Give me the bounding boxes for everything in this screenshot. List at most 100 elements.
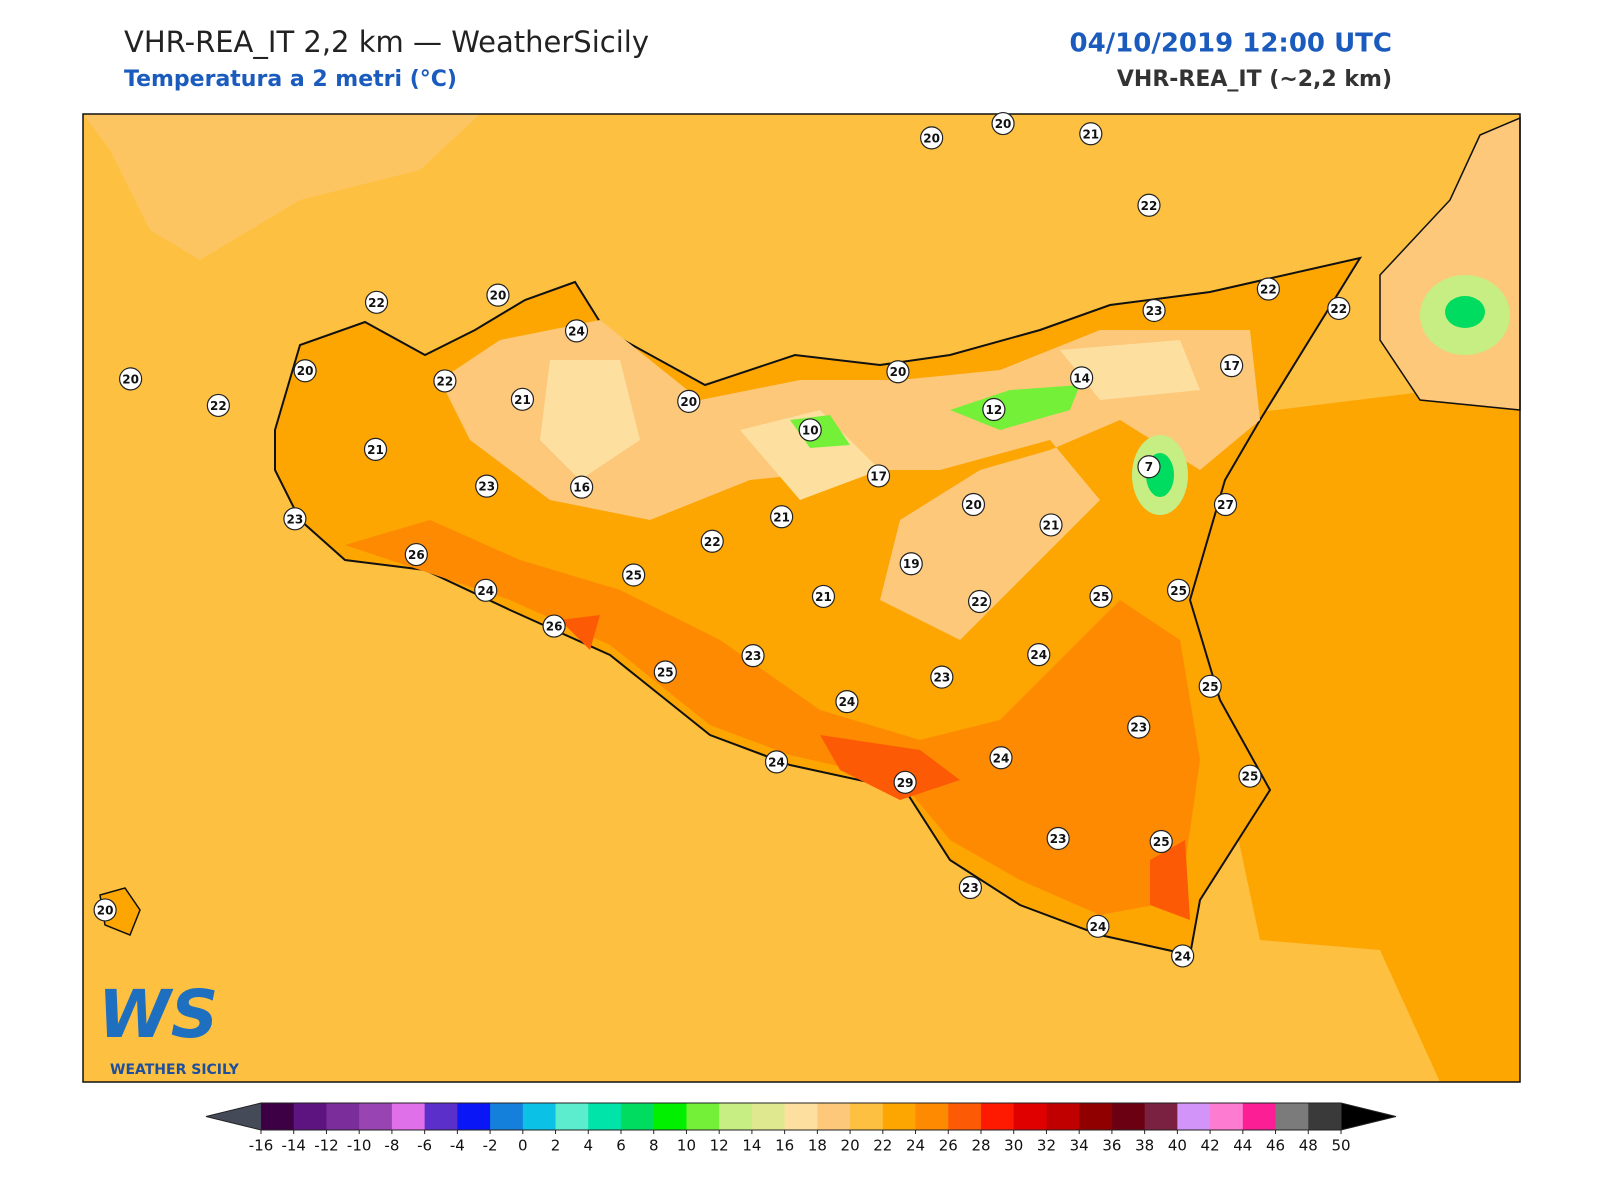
colorbar-cell	[293, 1103, 327, 1130]
colorbar-cell	[1079, 1103, 1113, 1130]
colorbar-tick-label: 42	[1201, 1137, 1220, 1155]
colorbar-cell	[882, 1103, 917, 1130]
colorbar-cell	[1308, 1103, 1342, 1130]
station-value: 27	[1217, 498, 1234, 512]
station-value: 24	[477, 584, 494, 598]
stations: 20 20 21 22 22 20 24 22 22 23 20 20 22 22 21 20 20 14 17 12…	[93, 111, 1351, 968]
station-value: 25	[1202, 680, 1219, 694]
colorbar-cell	[261, 1103, 295, 1130]
colorbar-cell	[1144, 1103, 1178, 1130]
station-value: 14	[1073, 371, 1090, 385]
colorbar-tick-label: 40	[1168, 1137, 1187, 1155]
station-marker	[1137, 455, 1161, 479]
station-marker	[1089, 584, 1113, 609]
station-marker	[764, 750, 789, 774]
station-marker	[920, 126, 944, 150]
colorbar-tick-label: 30	[1004, 1137, 1023, 1155]
station-marker	[1039, 513, 1063, 537]
station-marker	[835, 690, 859, 714]
station-marker	[1086, 914, 1110, 938]
station-marker	[967, 589, 992, 614]
station-value: 21	[815, 590, 832, 604]
station-marker	[119, 367, 143, 391]
colorbar-cell	[915, 1103, 949, 1130]
colorbar-tick-label: 4	[583, 1137, 593, 1155]
station-value: 24	[768, 755, 785, 769]
station-value: 7	[1145, 460, 1153, 474]
station-marker	[930, 665, 954, 689]
colorbar-tick-label: 46	[1266, 1137, 1285, 1155]
colorbar-cell	[391, 1103, 426, 1130]
colorbar-tick-label: 28	[971, 1137, 990, 1155]
subtitle: Temperatura a 2 metri (°C)	[124, 67, 457, 92]
colorbar-under	[206, 1103, 261, 1130]
station-value: 23	[287, 512, 304, 526]
colorbar-cell	[424, 1103, 458, 1130]
station-marker	[564, 319, 589, 343]
station-marker	[1171, 944, 1195, 968]
colorbar-tick-label: 44	[1233, 1137, 1252, 1155]
station-value: 23	[933, 671, 950, 685]
map-frame	[82, 113, 1521, 1083]
logo-name: WEATHER SICILY	[110, 1062, 240, 1078]
station-marker	[293, 359, 317, 383]
station-value: 22	[971, 595, 988, 609]
colorbar-tick-label: 22	[873, 1137, 892, 1155]
station-value: 22	[368, 296, 385, 310]
station-marker	[1079, 122, 1103, 146]
colorbar-tick-label: 50	[1331, 1137, 1350, 1155]
colorbar-tick-label: 18	[808, 1137, 827, 1155]
colorbar-cell	[555, 1103, 589, 1130]
station-value: 26	[546, 620, 563, 634]
colorbar-cell	[1013, 1103, 1047, 1130]
calabria-cold	[1445, 296, 1485, 328]
station-marker	[1166, 578, 1191, 602]
station-marker	[741, 644, 765, 668]
colorbar-tick-label: 12	[710, 1137, 729, 1155]
station-marker	[798, 418, 822, 442]
colorbar-cell	[621, 1103, 655, 1130]
station-value: 25	[1153, 835, 1170, 849]
station-value: 25	[1093, 590, 1110, 604]
colorbar-tick-label: 32	[1037, 1137, 1056, 1155]
colorbar-tick-label: 34	[1070, 1137, 1089, 1155]
station-marker	[866, 464, 891, 488]
station-marker	[893, 770, 917, 794]
station-marker	[1198, 674, 1222, 698]
map: WS WEATHER SICILY	[82, 113, 1521, 1083]
date: 04/10/2019 12:00 UTC	[1069, 29, 1392, 59]
colorbar-tick-label: 24	[906, 1137, 925, 1155]
colorbar-tick-label: 2	[551, 1137, 561, 1155]
colorbar-cell	[457, 1103, 491, 1130]
station-value: 22	[1260, 283, 1277, 297]
colorbar-tick-label: -4	[450, 1137, 465, 1155]
station-value: 25	[625, 568, 642, 582]
station-marker	[206, 393, 230, 418]
title: VHR-REA_IT 2,2 km — WeatherSicily	[124, 25, 649, 59]
hot-spots	[560, 615, 1190, 920]
station-value: 24	[1174, 949, 1191, 963]
station-marker	[1213, 492, 1238, 517]
station-marker	[570, 475, 594, 499]
station-marker	[404, 542, 428, 567]
station-marker	[283, 507, 307, 531]
colorbar-cell	[1275, 1103, 1309, 1130]
colorbar-cell	[359, 1103, 393, 1130]
station-value: 24	[993, 751, 1010, 765]
station-marker	[363, 437, 388, 461]
station-value: 25	[657, 666, 674, 680]
station-marker	[1070, 366, 1094, 390]
colorbar-cell	[326, 1103, 360, 1130]
station-value: 16	[573, 481, 590, 495]
station-value: 29	[897, 776, 914, 790]
station-value: 20	[995, 117, 1012, 131]
station-marker	[474, 578, 498, 602]
station-value: 20	[490, 289, 507, 303]
station-value: 25	[1170, 584, 1187, 598]
station-value: 17	[870, 469, 887, 483]
colorbar-tick-label: 36	[1102, 1137, 1121, 1155]
station-marker	[486, 283, 510, 307]
station-marker	[811, 584, 836, 609]
station-value: 20	[890, 365, 907, 379]
